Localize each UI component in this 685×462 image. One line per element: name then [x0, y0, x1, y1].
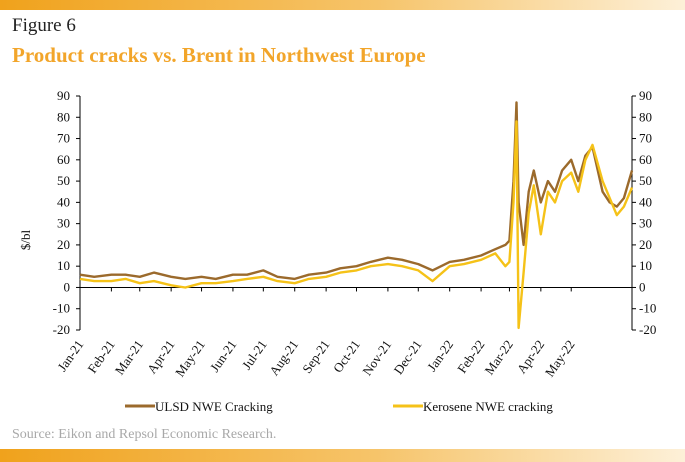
y-axis-label: $/bl: [18, 230, 33, 251]
x-tick-label: May-21: [172, 337, 208, 379]
y2-tick-label: -20: [639, 322, 656, 337]
legend-label-ulsd: ULSD NWE Cracking: [155, 399, 273, 414]
x-tick-label: Mar-22: [481, 337, 516, 377]
x-tick-label: Oct-21: [330, 337, 363, 375]
x-tick-label: Nov-21: [359, 337, 394, 378]
y2-tick-label: 20: [639, 237, 652, 252]
y2-tick-label: 10: [639, 258, 652, 273]
y2-tick-label: 60: [639, 152, 652, 167]
y2-axis-tick-labels: -20 -10 0 10 20 30 40 50 60 70 80 90: [639, 88, 656, 337]
y2-tick-label: 30: [639, 216, 652, 231]
y-tick-label: -20: [53, 322, 70, 337]
y-tick-label: -10: [53, 301, 70, 316]
source-note: Source: Eikon and Repsol Economic Resear…: [12, 427, 277, 442]
y-tick-label: 50: [57, 173, 70, 188]
x-tick-label: Aug-21: [266, 337, 301, 378]
y2-tick-label: 0: [639, 279, 646, 294]
chart-legend: ULSD NWE Cracking Kerosene NWE cracking: [125, 399, 553, 414]
y-tick-label: 70: [57, 131, 70, 146]
chart-series: [79, 101, 634, 330]
x-tick-label: Sep-21: [299, 337, 332, 376]
y-tick-label: 90: [57, 88, 70, 103]
x-tick-label: Jan-22: [424, 337, 456, 374]
x-tick-label: Mar-21: [112, 337, 147, 377]
chart-title: Product cracks vs. Brent in Northwest Eu…: [12, 43, 426, 67]
x-tick-label: Dec-21: [391, 337, 425, 377]
legend-label-kerosene: Kerosene NWE cracking: [423, 399, 553, 414]
y-tick-label: 30: [57, 216, 70, 231]
series-line-ulsd: [79, 101, 634, 281]
x-tick-label: Jan-21: [54, 337, 86, 374]
y-tick-label: 20: [57, 237, 70, 252]
y-tick-label: 80: [57, 109, 70, 124]
y-tick-label: 10: [57, 258, 70, 273]
y-axis-tick-labels: -20 -10 0 10 20 30 40 50 60 70 80 90: [53, 88, 70, 337]
header-accent-bar: [0, 0, 685, 10]
y2-tick-label: -10: [639, 301, 656, 316]
y2-tick-label: 70: [639, 131, 652, 146]
figure-label: Figure 6: [12, 15, 76, 36]
y2-tick-label: 80: [639, 109, 652, 124]
y-tick-label: 0: [64, 279, 71, 294]
y2-tick-label: 50: [639, 173, 652, 188]
x-tick-label: Jul-21: [239, 337, 270, 372]
series-line-kerosene: [79, 120, 634, 330]
y-tick-label: 40: [57, 194, 70, 209]
y-tick-label: 60: [57, 152, 70, 167]
y2-tick-label: 90: [639, 88, 652, 103]
chart-axes: [76, 95, 636, 331]
x-tick-label: Jun-21: [207, 337, 240, 375]
y2-tick-label: 40: [639, 194, 652, 209]
footer-accent-bar: [0, 449, 685, 462]
x-tick-label: May-22: [542, 337, 578, 379]
